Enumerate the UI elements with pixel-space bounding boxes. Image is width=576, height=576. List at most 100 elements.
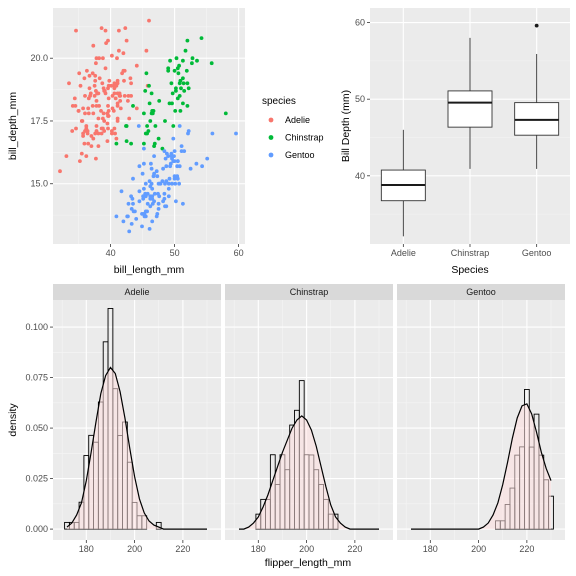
facet-strip-label: Adelie bbox=[124, 287, 149, 297]
scatter-point-gentoo bbox=[200, 164, 205, 169]
scatter-point-gentoo bbox=[163, 204, 167, 209]
scatter-point-adelie bbox=[124, 38, 129, 43]
scatter-point-adelie bbox=[122, 94, 127, 98]
scatter-point-adelie bbox=[106, 104, 110, 108]
scatter-point-adelie bbox=[84, 154, 89, 159]
scatter-point-gentoo bbox=[162, 191, 167, 196]
scatter-point-gentoo bbox=[162, 196, 167, 201]
scatter-point-chinstrap bbox=[144, 71, 149, 76]
facet-strip bbox=[225, 284, 393, 300]
scatter-point-adelie bbox=[118, 99, 123, 103]
density-curve bbox=[239, 415, 379, 530]
scatter-point-adelie bbox=[107, 78, 112, 83]
scatter-point-adelie bbox=[115, 56, 119, 61]
x-tick-label: 220 bbox=[175, 544, 190, 554]
scatter-point-gentoo bbox=[140, 224, 144, 229]
scatter-point-gentoo bbox=[152, 154, 157, 159]
scatter-point-gentoo bbox=[155, 174, 160, 179]
scatter-point-adelie bbox=[128, 76, 133, 81]
scatter-point-adelie bbox=[105, 121, 110, 126]
y-tick-label: 17.5 bbox=[30, 116, 48, 126]
scatter-point-adelie bbox=[126, 99, 130, 103]
scatter-point-chinstrap bbox=[153, 124, 158, 128]
scatter-legend: species Adelie Chinstrap Gentoo bbox=[262, 96, 324, 160]
scatter-point-chinstrap bbox=[173, 109, 178, 113]
scatter-point-chinstrap bbox=[168, 58, 173, 63]
scatter-point-chinstrap bbox=[179, 86, 183, 91]
scatter-point-adelie bbox=[85, 68, 89, 73]
scatter-point-gentoo bbox=[136, 124, 141, 128]
scatter-point-gentoo bbox=[177, 124, 182, 128]
scatter-point-chinstrap bbox=[145, 124, 150, 128]
scatter-point-chinstrap bbox=[183, 48, 188, 53]
scatter-point-adelie bbox=[91, 111, 96, 116]
scatter-point-gentoo bbox=[119, 189, 124, 194]
scatter-point-gentoo bbox=[152, 199, 157, 204]
scatter-point-adelie bbox=[92, 83, 97, 88]
scatter-point-adelie bbox=[72, 96, 77, 101]
scatter-point-adelie bbox=[83, 94, 87, 98]
y-tick-label: 0.025 bbox=[25, 474, 48, 484]
scatter-point-gentoo bbox=[171, 136, 176, 141]
scatter-point-gentoo bbox=[141, 196, 146, 201]
scatter-point-adelie bbox=[117, 28, 121, 33]
scatter-point-gentoo bbox=[137, 189, 142, 194]
scatter-point-gentoo bbox=[161, 166, 166, 171]
scatter-point-adelie bbox=[106, 109, 111, 113]
boxplot-axes: 40 50 60 Adelie Chinstrap Gentoo bbox=[355, 18, 551, 258]
scatter-point-gentoo bbox=[129, 207, 134, 211]
scatter-point-gentoo bbox=[114, 214, 119, 219]
scatter-point-adelie bbox=[102, 129, 107, 133]
scatter-point-gentoo bbox=[164, 164, 169, 169]
scatter-point-chinstrap bbox=[114, 141, 119, 146]
scatter-point-gentoo bbox=[150, 186, 155, 191]
scatter-point-adelie bbox=[96, 131, 101, 136]
scatter-point-adelie bbox=[81, 106, 85, 111]
scatter-point-chinstrap bbox=[209, 61, 214, 66]
scatter-point-adelie bbox=[103, 28, 108, 33]
scatter-point-adelie bbox=[129, 81, 134, 86]
x-tick-label: 220 bbox=[347, 544, 362, 554]
scatter-point-gentoo bbox=[188, 166, 193, 171]
scatter-point-adelie bbox=[118, 106, 123, 111]
scatter-point-adelie bbox=[74, 28, 78, 33]
scatter-point-adelie bbox=[113, 131, 117, 136]
scatter-point-chinstrap bbox=[129, 141, 134, 146]
scatter-point-adelie bbox=[115, 119, 120, 123]
histogram-x-axis-title: flipper_length_mm bbox=[265, 557, 352, 569]
scatter-point-adelie bbox=[105, 139, 110, 144]
scatter-point-adelie bbox=[96, 116, 101, 121]
facet-strip-label: Chinstrap bbox=[290, 287, 329, 297]
scatter-point-chinstrap bbox=[185, 81, 190, 86]
y-tick-label: 20.0 bbox=[30, 53, 48, 63]
scatter-point-adelie bbox=[97, 104, 101, 108]
scatter-point-adelie bbox=[101, 116, 105, 121]
scatter-point-adelie bbox=[94, 61, 98, 66]
boxplot-x-axis-title: Species bbox=[451, 264, 488, 276]
scatter-point-chinstrap bbox=[172, 68, 177, 73]
scatter-point-adelie bbox=[99, 131, 104, 136]
histogram-facets: Adelie Chinstrap Gentoo bbox=[53, 284, 565, 540]
scatter-point-chinstrap bbox=[182, 89, 187, 93]
scatter-point-gentoo bbox=[147, 227, 152, 231]
scatter-point-chinstrap bbox=[186, 86, 191, 91]
scatter-point-gentoo bbox=[156, 181, 161, 186]
scatter-point-adelie bbox=[86, 141, 91, 146]
scatter-point-adelie bbox=[91, 136, 96, 141]
scatter-point-adelie bbox=[144, 48, 149, 53]
scatter-point-chinstrap bbox=[181, 81, 186, 86]
scatter-point-gentoo bbox=[131, 201, 135, 206]
x-tick-label: 50 bbox=[170, 248, 180, 258]
scatter-point-gentoo bbox=[170, 181, 174, 186]
scatter-point-adelie bbox=[106, 38, 110, 43]
facet-strip bbox=[53, 284, 221, 300]
y-tick-label: 0.050 bbox=[25, 423, 48, 433]
scatter-point-gentoo bbox=[156, 201, 161, 206]
scatter-point-gentoo bbox=[179, 149, 184, 154]
scatter-axes: 40 50 60 15.0 17.5 20.0 bbox=[30, 53, 243, 258]
scatter-point-gentoo bbox=[165, 151, 169, 156]
scatter-point-adelie bbox=[106, 126, 110, 131]
x-tick-label: 200 bbox=[127, 544, 142, 554]
scatter-point-chinstrap bbox=[163, 119, 167, 123]
scatter-point-adelie bbox=[134, 106, 139, 111]
